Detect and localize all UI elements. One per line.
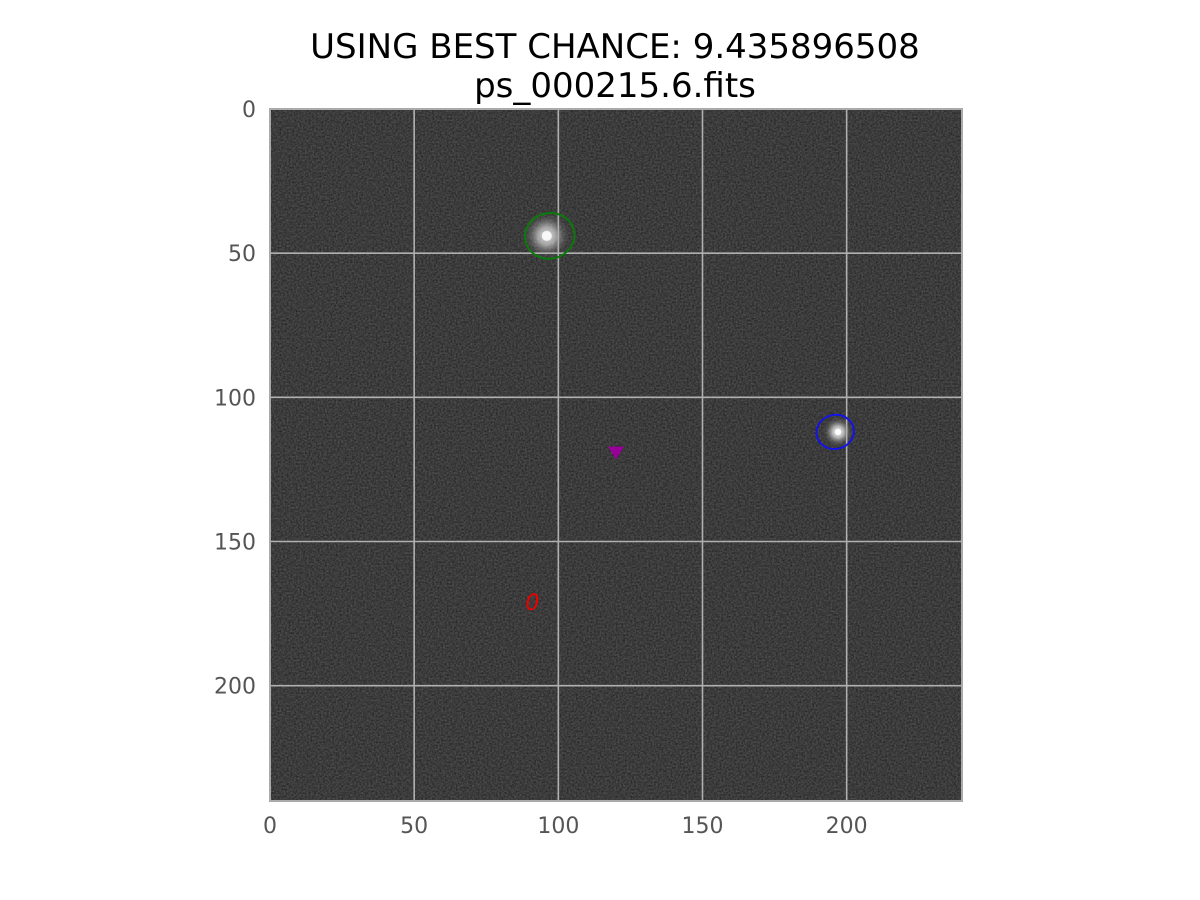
x-tick-label-200: 200: [826, 814, 868, 839]
grid-lines: [270, 109, 962, 801]
aperture-ellipse-0: [523, 211, 576, 260]
y-tick-label-100: 100: [214, 386, 256, 411]
x-tick-label-50: 50: [400, 814, 428, 839]
y-axis: 0 50 100 150 200: [214, 98, 256, 700]
y-tick-label-50: 50: [228, 242, 256, 267]
annotation-layer: 0: [523, 211, 855, 616]
y-tick-label-200: 200: [214, 675, 256, 700]
annotation-label-3: 0: [525, 591, 539, 616]
source-core-0: [541, 230, 552, 241]
plot-frame: [269, 108, 963, 802]
chart-title-line-1: USING BEST CHANCE: 9.435896508: [310, 27, 920, 67]
y-tick-label-0: 0: [242, 98, 256, 123]
chart-title-line-2: ps_000215.6.fits: [474, 66, 756, 106]
aperture-ellipse-1: [815, 413, 855, 451]
y-tick-label-150: 150: [214, 531, 256, 556]
target-marker-2: [608, 446, 624, 460]
x-tick-label-0: 0: [263, 814, 277, 839]
x-axis: 0 50 100 150 200: [263, 814, 868, 839]
source-core-1: [834, 428, 842, 436]
plot-area: 0: [269, 108, 963, 802]
x-tick-label-150: 150: [682, 814, 724, 839]
x-tick-label-100: 100: [537, 814, 579, 839]
